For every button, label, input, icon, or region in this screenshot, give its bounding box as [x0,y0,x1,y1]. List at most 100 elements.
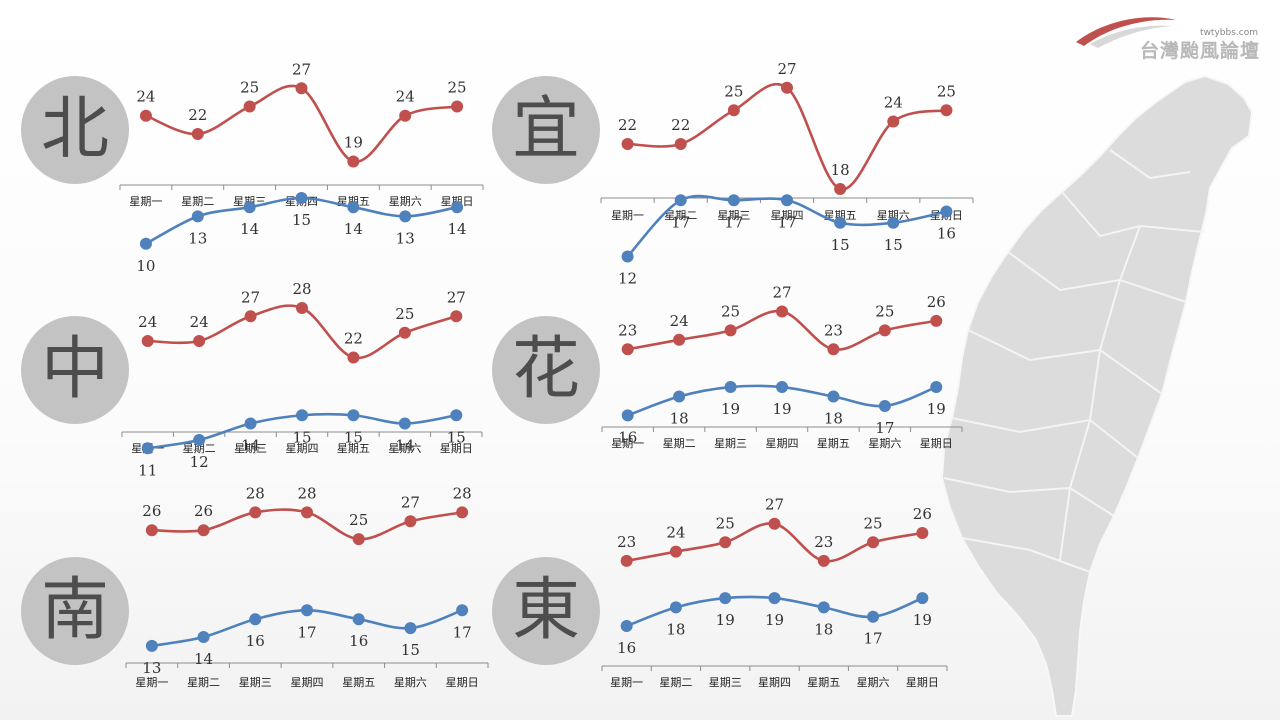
chart-panel: 星期一 星期二 星期三 星期四 星期五 星期六 星期日 23 24 25 27 23 25 26 16 18 1… [601,496,948,689]
tick-label: 星期四 [291,676,324,689]
data-label: 24 [884,94,903,112]
data-point [719,592,732,605]
data-point [451,201,464,214]
tick-label: 星期一 [611,209,644,222]
data-label: 28 [246,484,265,502]
data-label: 25 [716,514,735,532]
data-point [139,237,152,250]
data-label: 23 [814,533,833,551]
data-label: 18 [670,410,689,428]
region-label: 中 [40,330,109,409]
data-label: 26 [927,293,946,311]
chart-panel: 星期一 星期二 星期三 星期四 星期五 星期六 星期日 26 26 28 28 25 27 28 13 14 1… [125,484,489,689]
chart-panel: 星期一星期二星期三星期四星期五星期六星期日2222252718242512171… [600,60,974,288]
data-label: 27 [765,496,784,514]
data-point [191,210,204,223]
data-point [673,333,686,346]
data-label: 24 [190,313,209,331]
brand-logo: twtybbs.com 台灣颱風論壇 [1072,12,1272,62]
data-label: 16 [349,632,368,650]
data-point [827,343,840,356]
data-point [197,631,210,643]
tick-label: 星期四 [758,676,791,689]
data-label: 17 [453,623,472,641]
data-point [781,81,793,94]
data-point [301,506,313,519]
county-border [1059,225,1141,561]
data-point [887,216,900,229]
data-label: 18 [831,161,850,179]
data-label: 26 [142,502,161,520]
data-point [916,592,929,605]
data-label: 25 [448,79,467,97]
data-point [347,409,360,422]
data-label: 11 [138,461,157,479]
brand-name: 台灣颱風論壇 [1139,40,1260,62]
data-label: 27 [447,288,466,306]
data-point [867,536,880,549]
data-label: 25 [349,511,368,529]
data-label: 25 [724,82,743,100]
data-point [817,601,830,614]
data-label: 25 [937,82,956,100]
tick-label: 星期五 [807,676,840,689]
data-label: 14 [344,220,363,238]
data-label: 18 [814,620,833,638]
tick-label: 星期六 [394,676,427,689]
data-point [724,324,737,337]
data-label: 18 [666,620,685,638]
data-point [674,194,687,207]
data-point [295,192,308,205]
county-border [1007,251,1187,303]
data-label: 27 [401,493,420,511]
data-point [404,515,417,528]
region-circle-south: 南 [21,557,129,665]
tick-label: 星期六 [877,209,910,222]
data-label: 15 [401,641,420,659]
county-border [967,329,1163,395]
county-border [1109,149,1191,180]
tick-label: 星期六 [388,442,421,455]
data-label: 12 [190,453,209,471]
data-label: 17 [864,630,883,648]
data-label: 14 [448,220,467,238]
data-label: 25 [395,305,414,323]
data-label: 23 [617,533,636,551]
data-point [193,335,206,347]
data-point [887,115,900,128]
data-label: 17 [724,213,743,231]
tick-label: 星期一 [135,676,168,689]
data-label: 22 [188,106,207,124]
data-point [621,138,634,150]
county-border [961,537,1091,573]
data-point [191,128,204,140]
tick-label: 星期五 [817,437,850,450]
region-label: 北 [40,90,109,169]
data-label: 28 [292,280,311,298]
data-point [781,194,793,207]
data-label: 16 [937,225,956,243]
tick-label: 星期六 [389,195,422,208]
region-label: 南 [40,571,109,650]
data-label: 15 [884,236,903,254]
region-label: 花 [511,330,580,409]
data-point [621,250,634,263]
chart-panel: 星期一星期二星期三星期四星期五星期六星期日2422252719242510131… [119,60,484,275]
region-circle-yilan: 宜 [492,76,600,184]
data-point [456,604,469,617]
data-point [776,305,788,318]
data-label: 25 [875,302,894,320]
data-label: 24 [666,524,685,542]
data-point [621,343,634,356]
data-point [141,335,154,347]
data-label: 17 [297,623,316,641]
data-label: 25 [864,514,883,532]
data-point [674,138,687,150]
tick-label: 星期三 [239,676,272,689]
region-circle-north: 北 [21,76,129,184]
data-label: 25 [240,79,259,97]
data-label: 23 [618,321,637,339]
region-circle-central: 中 [21,316,129,424]
